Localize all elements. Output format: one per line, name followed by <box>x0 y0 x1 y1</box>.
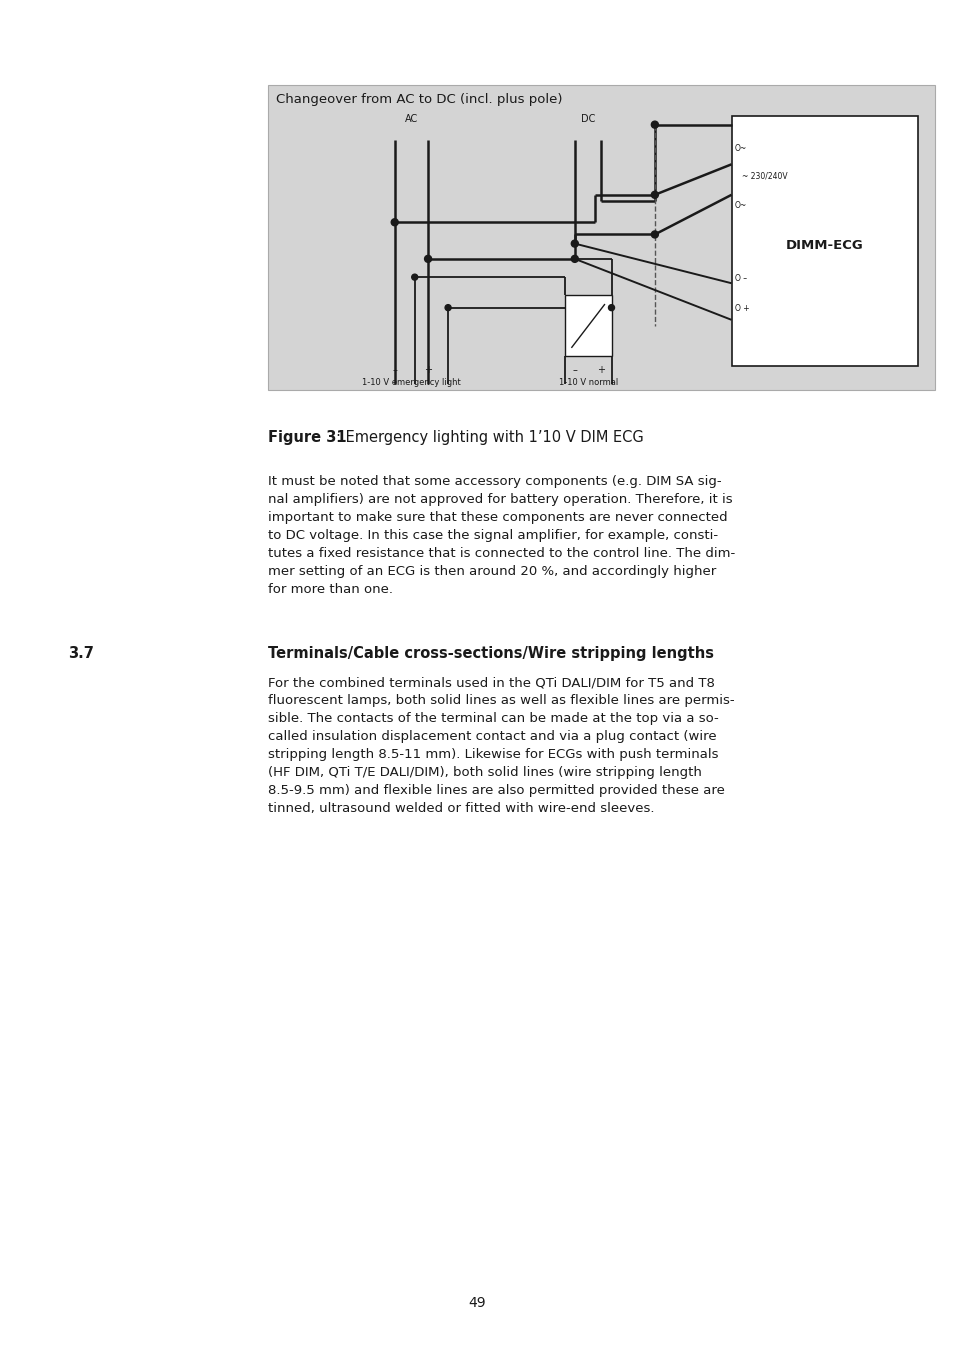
Text: AC: AC <box>404 113 417 124</box>
Text: to DC voltage. In this case the signal amplifier, for example, consti-: to DC voltage. In this case the signal a… <box>268 529 718 541</box>
Text: nal amplifiers) are not approved for battery operation. Therefore, it is: nal amplifiers) are not approved for bat… <box>268 493 732 506</box>
Text: Figure 31: Figure 31 <box>268 431 346 446</box>
Text: tutes a fixed resistance that is connected to the control line. The dim-: tutes a fixed resistance that is connect… <box>268 547 735 560</box>
Circle shape <box>571 240 578 247</box>
Text: fluorescent lamps, both solid lines as well as flexible lines are permis-: fluorescent lamps, both solid lines as w… <box>268 694 734 707</box>
Text: It must be noted that some accessory components (e.g. DIM SA sig-: It must be noted that some accessory com… <box>268 475 720 487</box>
Text: For the combined terminals used in the QTi DALI/DIM for T5 and T8: For the combined terminals used in the Q… <box>268 676 714 688</box>
Text: –: – <box>572 364 577 375</box>
Text: –: – <box>392 364 396 375</box>
Circle shape <box>651 231 658 238</box>
Text: mer setting of an ECG is then around 20 %, and accordingly higher: mer setting of an ECG is then around 20 … <box>268 566 716 578</box>
Text: 8.5-9.5 mm) and flexible lines are also permitted provided these are: 8.5-9.5 mm) and flexible lines are also … <box>268 784 724 796</box>
Text: O –: O – <box>734 274 746 282</box>
Circle shape <box>651 192 658 198</box>
Text: ~ 230/240V: ~ 230/240V <box>740 171 786 180</box>
Text: O +: O + <box>734 304 749 313</box>
Circle shape <box>391 219 397 225</box>
Circle shape <box>445 305 451 310</box>
Text: +: + <box>597 364 605 375</box>
Text: sible. The contacts of the terminal can be made at the top via a so-: sible. The contacts of the terminal can … <box>268 711 718 725</box>
Text: stripping length 8.5-11 mm). Likewise for ECGs with push terminals: stripping length 8.5-11 mm). Likewise fo… <box>268 748 718 761</box>
Bar <box>268 85 934 390</box>
Text: : Emergency lighting with 1’10 V DIM ECG: : Emergency lighting with 1’10 V DIM ECG <box>335 431 643 446</box>
Text: important to make sure that these components are never connected: important to make sure that these compon… <box>268 512 727 524</box>
Text: +: + <box>424 364 432 375</box>
Text: 1-10 V normal: 1-10 V normal <box>558 378 618 387</box>
Text: 49: 49 <box>468 1296 485 1310</box>
Circle shape <box>412 274 417 281</box>
Bar <box>564 296 611 356</box>
Text: 1-10 V emergency light: 1-10 V emergency light <box>361 378 460 387</box>
Text: DC: DC <box>580 113 595 124</box>
Text: 3.7: 3.7 <box>68 647 93 662</box>
Text: Terminals/Cable cross-sections/Wire stripping lengths: Terminals/Cable cross-sections/Wire stri… <box>268 647 713 662</box>
Text: O~: O~ <box>734 143 746 153</box>
Text: called insulation displacement contact and via a plug contact (wire: called insulation displacement contact a… <box>268 730 716 742</box>
Text: for more than one.: for more than one. <box>268 583 393 595</box>
Circle shape <box>608 305 614 310</box>
Circle shape <box>571 255 578 262</box>
Bar <box>731 116 918 366</box>
Text: DIMM-ECG: DIMM-ECG <box>785 239 862 252</box>
Text: (HF DIM, QTi T/E DALI/DIM), both solid lines (wire stripping length: (HF DIM, QTi T/E DALI/DIM), both solid l… <box>268 765 701 779</box>
Text: Changeover from AC to DC (incl. plus pole): Changeover from AC to DC (incl. plus pol… <box>275 93 562 107</box>
Text: tinned, ultrasound welded or fitted with wire-end sleeves.: tinned, ultrasound welded or fitted with… <box>268 802 654 815</box>
Text: O~: O~ <box>734 201 746 211</box>
Circle shape <box>651 122 658 128</box>
Circle shape <box>424 255 431 262</box>
